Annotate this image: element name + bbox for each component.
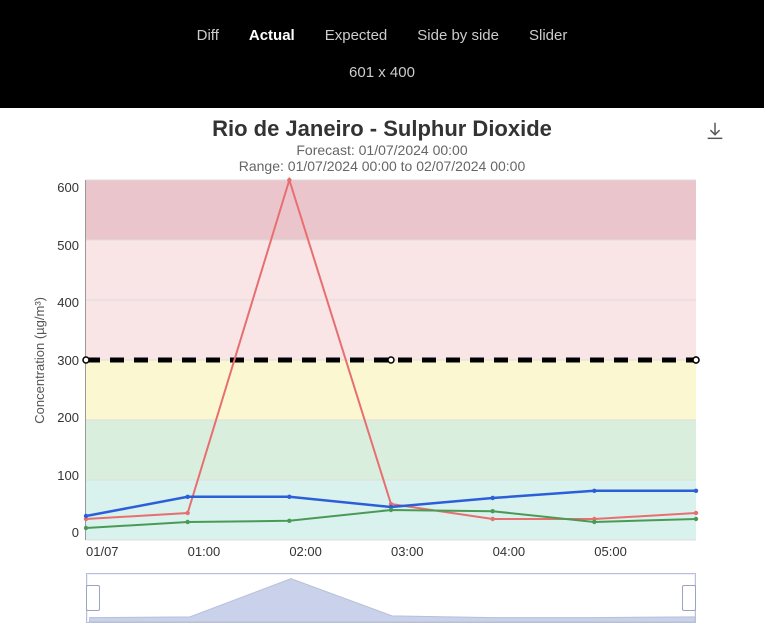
y-axis-ticks: 600 500 400 300 200 100 0 xyxy=(49,180,85,540)
plot-area xyxy=(85,180,695,540)
comparison-header: Diff Actual Expected Side by side Slider… xyxy=(0,0,764,108)
chart-subtitle-range: Range: 01/07/2024 00:00 to 02/07/2024 00… xyxy=(30,158,734,174)
y-tick: 100 xyxy=(49,468,79,483)
y-tick: 0 xyxy=(49,525,79,540)
y-tick: 300 xyxy=(49,353,79,368)
x-tick: 01:00 xyxy=(188,544,221,559)
view-tabs: Diff Actual Expected Side by side Slider xyxy=(197,27,568,44)
y-tick: 600 xyxy=(49,180,79,195)
x-tick: 03:00 xyxy=(391,544,424,559)
range-handle-left[interactable] xyxy=(86,585,100,611)
tab-diff[interactable]: Diff xyxy=(197,27,219,44)
y-tick: 400 xyxy=(49,295,79,310)
chart-title: Rio de Janeiro - Sulphur Dioxide xyxy=(212,116,552,142)
x-tick: 05:00 xyxy=(594,544,627,559)
y-tick: 200 xyxy=(49,410,79,425)
tab-sidebyside[interactable]: Side by side xyxy=(417,27,499,44)
range-overview-slider[interactable] xyxy=(86,573,696,623)
chart-container: Rio de Janeiro - Sulphur Dioxide Forecas… xyxy=(0,108,764,633)
download-icon[interactable] xyxy=(704,120,726,147)
x-tick: 01/07 xyxy=(86,544,119,559)
tab-slider[interactable]: Slider xyxy=(529,27,567,44)
x-axis-ticks: 01/07 01:00 02:00 03:00 04:00 05:00 xyxy=(86,540,696,559)
x-tick: 02:00 xyxy=(289,544,322,559)
x-tick: 04:00 xyxy=(493,544,526,559)
y-axis-label: Concentration (µg/m³) xyxy=(30,297,49,424)
tab-actual[interactable]: Actual xyxy=(249,27,295,44)
tab-expected[interactable]: Expected xyxy=(325,27,388,44)
image-dimensions: 601 x 400 xyxy=(349,64,415,81)
range-handle-right[interactable] xyxy=(682,585,696,611)
chart-subtitle-forecast: Forecast: 01/07/2024 00:00 xyxy=(30,142,734,158)
y-tick: 500 xyxy=(49,238,79,253)
